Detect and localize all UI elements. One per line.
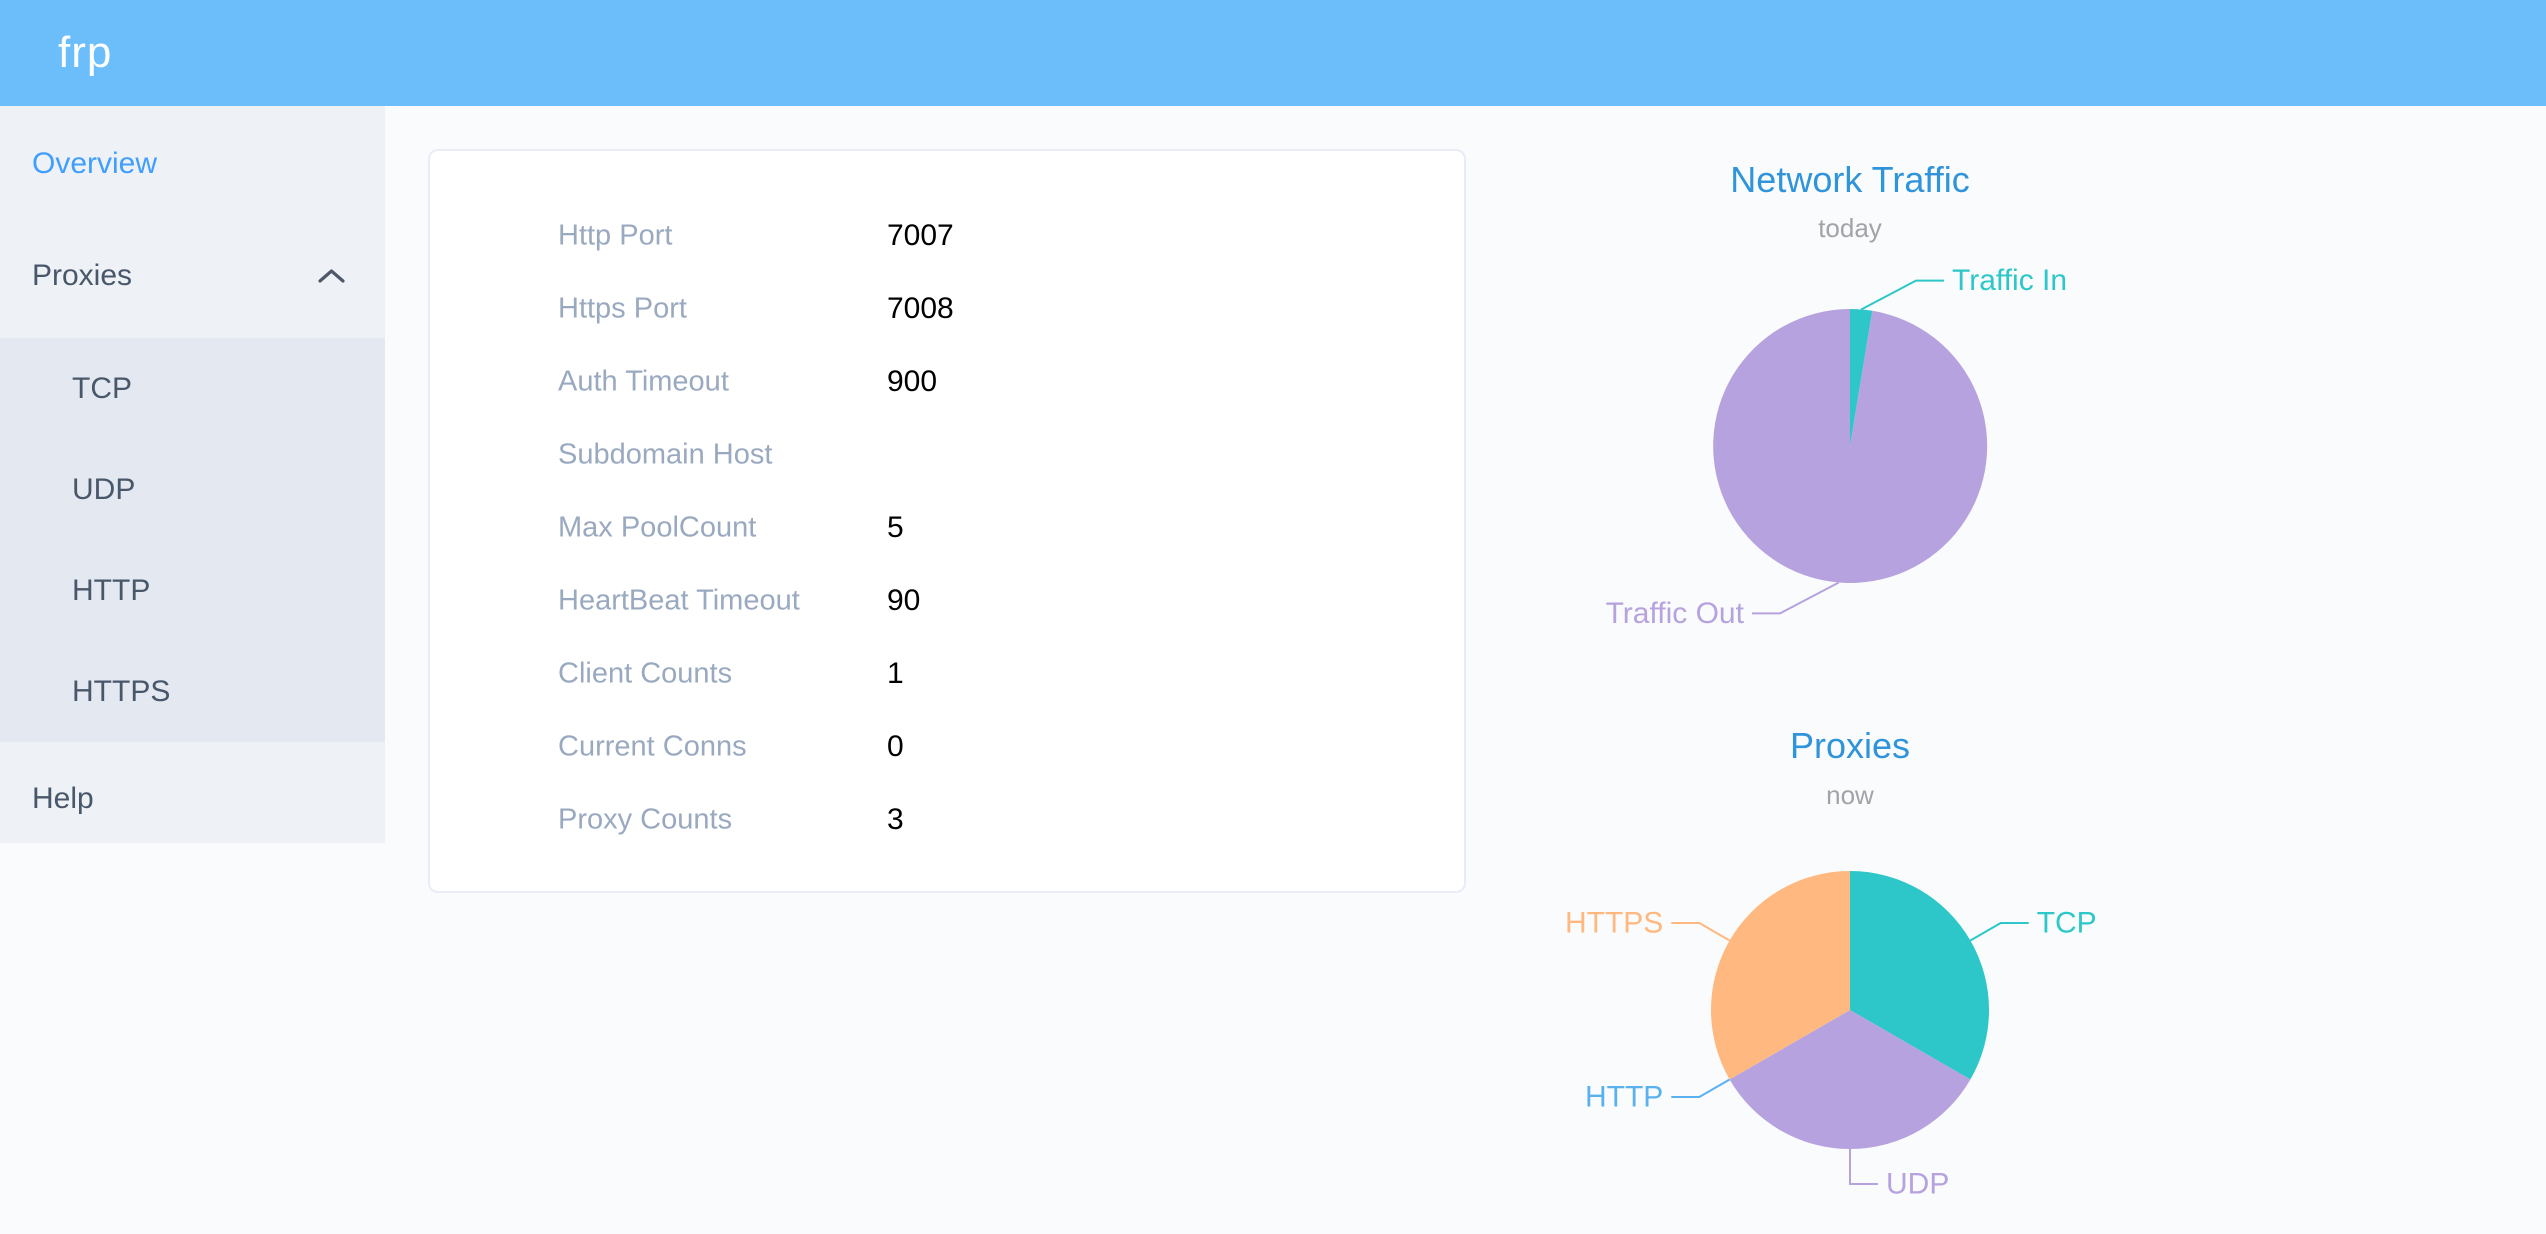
info-label: Auth Timeout <box>558 365 729 397</box>
sidebar-item-https[interactable]: HTTPS <box>0 641 385 742</box>
info-row-subdomain-host: Subdomain Host <box>430 418 1464 491</box>
pie-label-line-http <box>1671 1078 1731 1098</box>
sidebar: Overview Proxies TCP UDP HTTP HTTPS Help <box>0 106 385 843</box>
info-label: Https Port <box>558 292 687 324</box>
info-value: 90 <box>887 583 921 617</box>
info-value: 900 <box>887 364 938 398</box>
proxies-pie-chart: TCP UDP HTTP HTTPS <box>1565 871 2097 1201</box>
info-label: Max PoolCount <box>558 511 757 543</box>
sidebar-item-http[interactable]: HTTP <box>0 540 385 641</box>
pie-label-http: HTTP <box>1585 1081 1663 1114</box>
chart-subtitle-network-traffic: today <box>1818 213 1882 243</box>
info-value: 0 <box>887 729 904 763</box>
info-value: 7007 <box>887 218 954 252</box>
server-info-table: Http Port 7007 Https Port 7008 Auth Time… <box>430 199 1464 856</box>
chevron-up-icon <box>318 269 345 283</box>
info-label: Http Port <box>558 219 673 251</box>
sidebar-item-label: UDP <box>72 472 136 506</box>
info-row-current-conns: Current Conns 0 <box>430 710 1464 783</box>
chart-title-network-traffic: Network Traffic <box>1730 159 1970 200</box>
info-label: Current Conns <box>558 730 747 762</box>
chart-subtitle-proxies: now <box>1826 780 1874 810</box>
sidebar-item-udp[interactable]: UDP <box>0 439 385 540</box>
info-value: 7008 <box>887 291 954 325</box>
pie-label-https: HTTPS <box>1565 907 1663 940</box>
proxies-submenu: TCP UDP HTTP HTTPS <box>0 338 385 742</box>
network-traffic-pie-chart: Traffic In Traffic Out <box>1606 264 2067 630</box>
pie-slice-traffic-in[interactable] <box>1850 308 1873 446</box>
info-label: Proxy Counts <box>558 803 733 835</box>
sidebar-item-proxies[interactable]: Proxies <box>0 238 385 314</box>
pie-label-udp: UDP <box>1886 1168 1949 1201</box>
info-row-heartbeat-timeout: HeartBeat Timeout 90 <box>430 564 1464 637</box>
pie-label-traffic-out: Traffic Out <box>1606 597 1745 630</box>
chart-title-proxies: Proxies <box>1789 725 1911 766</box>
app-logo: frp <box>58 28 113 77</box>
info-row-auth-timeout: Auth Timeout 900 <box>430 345 1464 418</box>
pie-label-line-https <box>1671 922 1731 942</box>
info-value: 5 <box>887 510 904 544</box>
info-row-max-poolcount: Max PoolCount 5 <box>430 491 1464 564</box>
pie-label-line-traffic-out <box>1752 581 1840 615</box>
info-value: 3 <box>887 802 904 836</box>
sidebar-item-label: Overview <box>32 147 158 180</box>
pie-label-line-tcp <box>1969 922 2029 942</box>
sidebar-item-label: Proxies <box>32 259 133 292</box>
sidebar-item-tcp[interactable]: TCP <box>0 338 385 439</box>
sidebar-item-help[interactable]: Help <box>0 754 385 844</box>
info-row-client-counts: Client Counts 1 <box>430 637 1464 710</box>
sidebar-item-label: Help <box>32 782 94 815</box>
pie-slice-udp[interactable] <box>1729 1010 1971 1150</box>
pie-label-line-udp <box>1849 1149 1878 1185</box>
sidebar-item-overview[interactable]: Overview <box>0 126 385 202</box>
info-label: Subdomain Host <box>558 438 773 470</box>
info-value: 1 <box>887 656 904 690</box>
info-row-http-port: Http Port 7007 <box>430 199 1464 272</box>
sidebar-item-label: TCP <box>72 371 132 405</box>
sidebar-item-label: HTTP <box>72 573 151 607</box>
pie-label-line-traffic-in <box>1860 279 1944 311</box>
app-header: frp <box>0 0 2546 106</box>
info-label: Client Counts <box>558 657 733 689</box>
pie-slice-https[interactable] <box>1710 871 1850 1080</box>
pie-slice-traffic-out[interactable] <box>1713 309 1988 583</box>
sidebar-item-label: HTTPS <box>72 674 171 708</box>
pie-label-traffic-in: Traffic In <box>1952 264 2067 297</box>
pie-slice-tcp[interactable] <box>1850 871 1990 1080</box>
info-label: HeartBeat Timeout <box>558 584 800 616</box>
server-info-card: Http Port 7007 Https Port 7008 Auth Time… <box>428 149 1466 893</box>
info-row-proxy-counts: Proxy Counts 3 <box>430 783 1464 856</box>
info-row-https-port: Https Port 7008 <box>430 272 1464 345</box>
pie-label-tcp: TCP <box>2037 907 2097 940</box>
